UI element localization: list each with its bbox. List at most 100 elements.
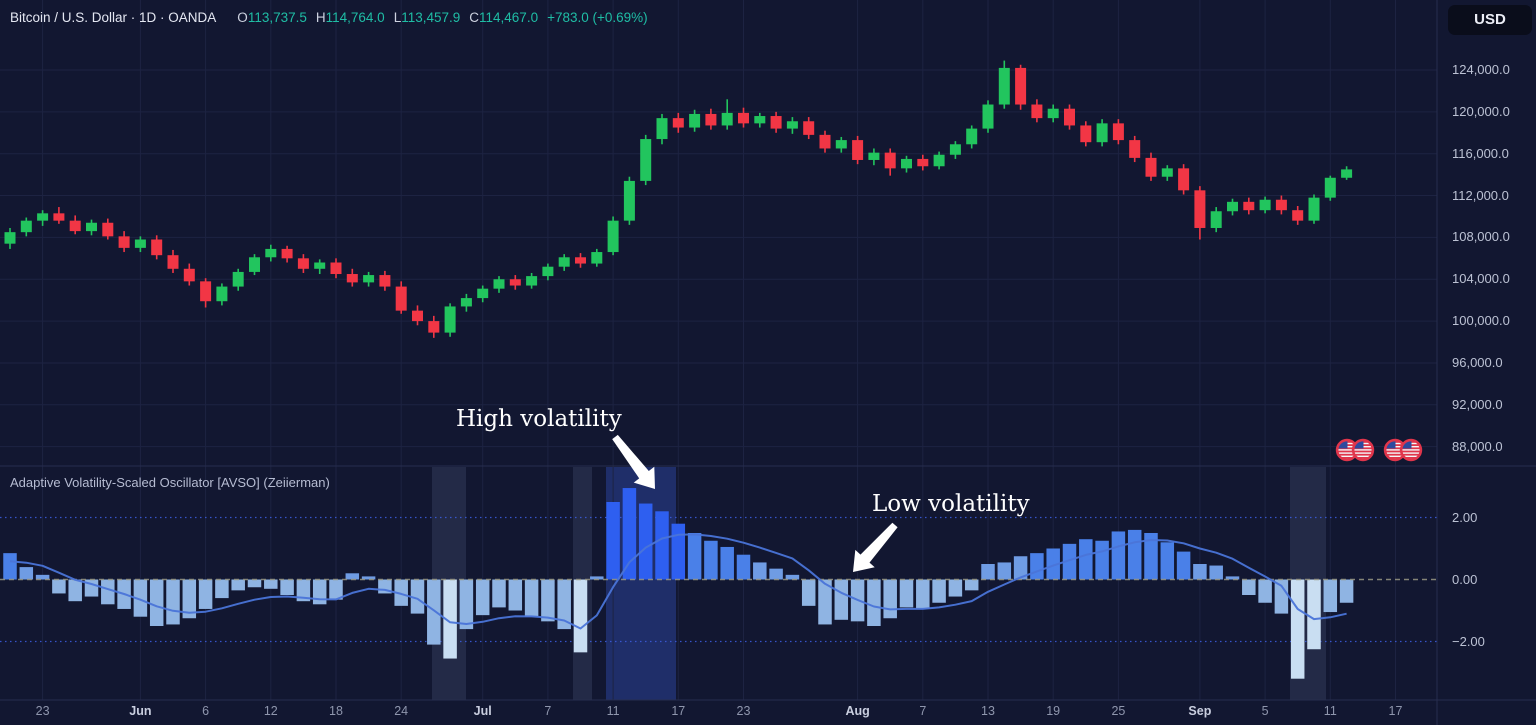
oscillator-bar: [19, 567, 34, 580]
oscillator-bar: [769, 568, 783, 580]
candle-body: [379, 275, 391, 287]
candle-body: [102, 222, 114, 237]
oscillator-bar: [801, 579, 816, 606]
oscillator-bar: [557, 579, 571, 630]
candle-body: [363, 275, 375, 283]
oscillator-bar: [590, 576, 604, 580]
oscillator-bar: [573, 579, 588, 653]
candle-body: [1145, 157, 1157, 177]
candle-body: [982, 104, 994, 129]
time-axis-label: 13: [981, 704, 995, 718]
symbol-legend: Bitcoin / U.S. Dollar · 1D · OANDA O113,7…: [10, 10, 648, 25]
time-axis-label: 6: [202, 704, 210, 718]
candle-body: [1292, 210, 1304, 221]
candle-body: [901, 158, 912, 169]
oscillator-bar: [883, 579, 897, 619]
currency-button[interactable]: USD: [1448, 5, 1532, 35]
time-axis-label: 7: [544, 704, 552, 718]
candle-body: [591, 252, 603, 264]
candle-body: [118, 236, 130, 248]
price-axis-label: 112,000.0: [1452, 187, 1509, 203]
time-axis-label: 17: [1388, 704, 1403, 718]
economic-event-markers[interactable]: [1335, 438, 1423, 462]
price-axis-label: 92,000.0: [1452, 396, 1503, 412]
oscillator-bar: [671, 523, 686, 580]
candle-body: [575, 257, 586, 264]
oscillator-bar: [1290, 579, 1305, 679]
time-axis-label: 19: [1046, 704, 1061, 718]
oscillator-bar: [704, 540, 718, 580]
oscillator-bar: [443, 579, 457, 659]
candle-body: [917, 158, 929, 167]
oscillator-bar: [508, 579, 523, 611]
candle-body: [803, 121, 815, 135]
candle-body: [640, 139, 652, 181]
oscillator-bar: [1307, 579, 1321, 650]
time-axis-label: 18: [329, 704, 343, 718]
open-value: 113,737.5: [247, 10, 307, 25]
candle-body: [281, 248, 293, 259]
candle-body: [1080, 125, 1092, 143]
annotation-arrows: [612, 434, 898, 572]
oscillator-bar: [541, 579, 555, 622]
candle-body: [1031, 104, 1043, 119]
oscillator-bar: [312, 579, 327, 605]
candle-body: [966, 128, 978, 145]
candle-body: [705, 113, 717, 126]
oscillator-bar: [1323, 579, 1338, 613]
candle-body: [1161, 168, 1173, 177]
oscillator-bar: [296, 579, 311, 602]
close-value: 114,467.0: [479, 10, 539, 25]
time-axis-label: Sep: [1188, 704, 1212, 718]
oscillator-bar: [492, 579, 506, 608]
price-axis-label: 120,000.0: [1452, 103, 1510, 119]
high-label: H: [315, 10, 326, 25]
oscillator-bar: [720, 546, 734, 580]
time-axis-label: 23: [35, 704, 50, 718]
oscillator-bar: [916, 579, 930, 609]
oscillator-bar: [1242, 579, 1256, 595]
oscillator-bar: [1095, 540, 1109, 580]
change-value: +783.0 (+0.69%): [547, 10, 648, 25]
oscillator-axis-label: −2.00: [1452, 633, 1485, 649]
candle-body: [1112, 123, 1124, 141]
oscillator-signal-line: [9, 533, 1347, 630]
us-flag-icon[interactable]: [1335, 438, 1359, 462]
us-flag-icon[interactable]: [1383, 438, 1407, 462]
candle-body: [738, 112, 749, 124]
candle-body: [216, 286, 228, 302]
time-axis-label: 11: [1323, 704, 1337, 718]
oscillator-bar: [964, 579, 979, 591]
candle-body: [509, 279, 521, 286]
us-flag-icon[interactable]: [1351, 438, 1375, 462]
oscillator-bar: [182, 579, 197, 619]
candle-body: [884, 152, 896, 169]
oscillator-bar: [1339, 579, 1354, 603]
candle-body: [689, 113, 701, 128]
symbol-title: Bitcoin / U.S. Dollar · 1D · OANDA: [10, 10, 217, 25]
oscillator-bar: [247, 579, 262, 588]
oscillator-bar: [231, 579, 245, 591]
candle-body: [460, 298, 472, 307]
oscillator-axis-label: 2.00: [1452, 509, 1478, 525]
oscillator-bar: [932, 579, 946, 603]
candle-body: [607, 220, 619, 253]
oscillator-bar: [1062, 543, 1077, 580]
candle-body: [346, 274, 358, 283]
candle-body: [786, 121, 798, 129]
candle-body: [1096, 123, 1108, 143]
candle-body: [1210, 211, 1222, 228]
oscillator-bar: [818, 579, 832, 625]
oscillator-bar: [1176, 551, 1191, 580]
oscillator-bar: [1160, 542, 1175, 580]
candle-body: [1227, 201, 1238, 212]
oscillator-bar: [785, 574, 800, 580]
oscillator-bar: [638, 503, 653, 580]
oscillator-bar: [948, 579, 963, 597]
indicator-title[interactable]: Adaptive Volatility-Scaled Oscillator [A…: [10, 475, 330, 490]
candle-body: [86, 222, 97, 232]
oscillator-bar: [52, 579, 66, 594]
us-flag-icon[interactable]: [1399, 438, 1423, 462]
